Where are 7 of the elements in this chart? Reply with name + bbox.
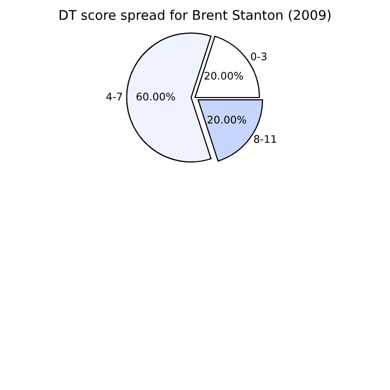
slice-label: 4-7	[106, 92, 122, 100]
data-label: 20.00%	[204, 72, 243, 80]
data-label: 60.00%	[136, 92, 175, 101]
data-label: 20.00%	[208, 116, 246, 124]
slice-label: 0-3	[250, 52, 266, 60]
slice-label: 8-11	[254, 135, 276, 143]
chart-title: DT score spread for Brent Stanton (2009)	[60, 10, 330, 23]
